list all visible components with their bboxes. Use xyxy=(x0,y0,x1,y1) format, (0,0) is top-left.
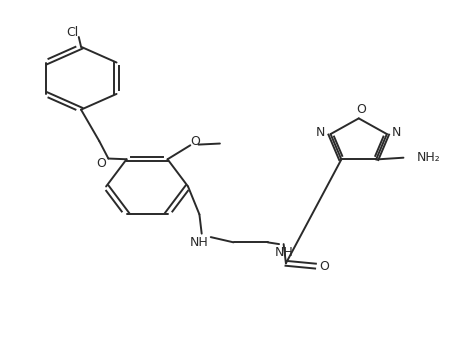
Text: O: O xyxy=(356,103,366,116)
Text: NH: NH xyxy=(190,236,209,249)
Text: N: N xyxy=(316,126,325,139)
Text: N: N xyxy=(392,126,402,139)
Text: Cl: Cl xyxy=(66,26,78,39)
Text: NH: NH xyxy=(274,246,293,259)
Text: O: O xyxy=(320,259,330,272)
Text: O: O xyxy=(190,135,200,148)
Text: O: O xyxy=(97,157,106,170)
Text: NH₂: NH₂ xyxy=(417,151,441,164)
